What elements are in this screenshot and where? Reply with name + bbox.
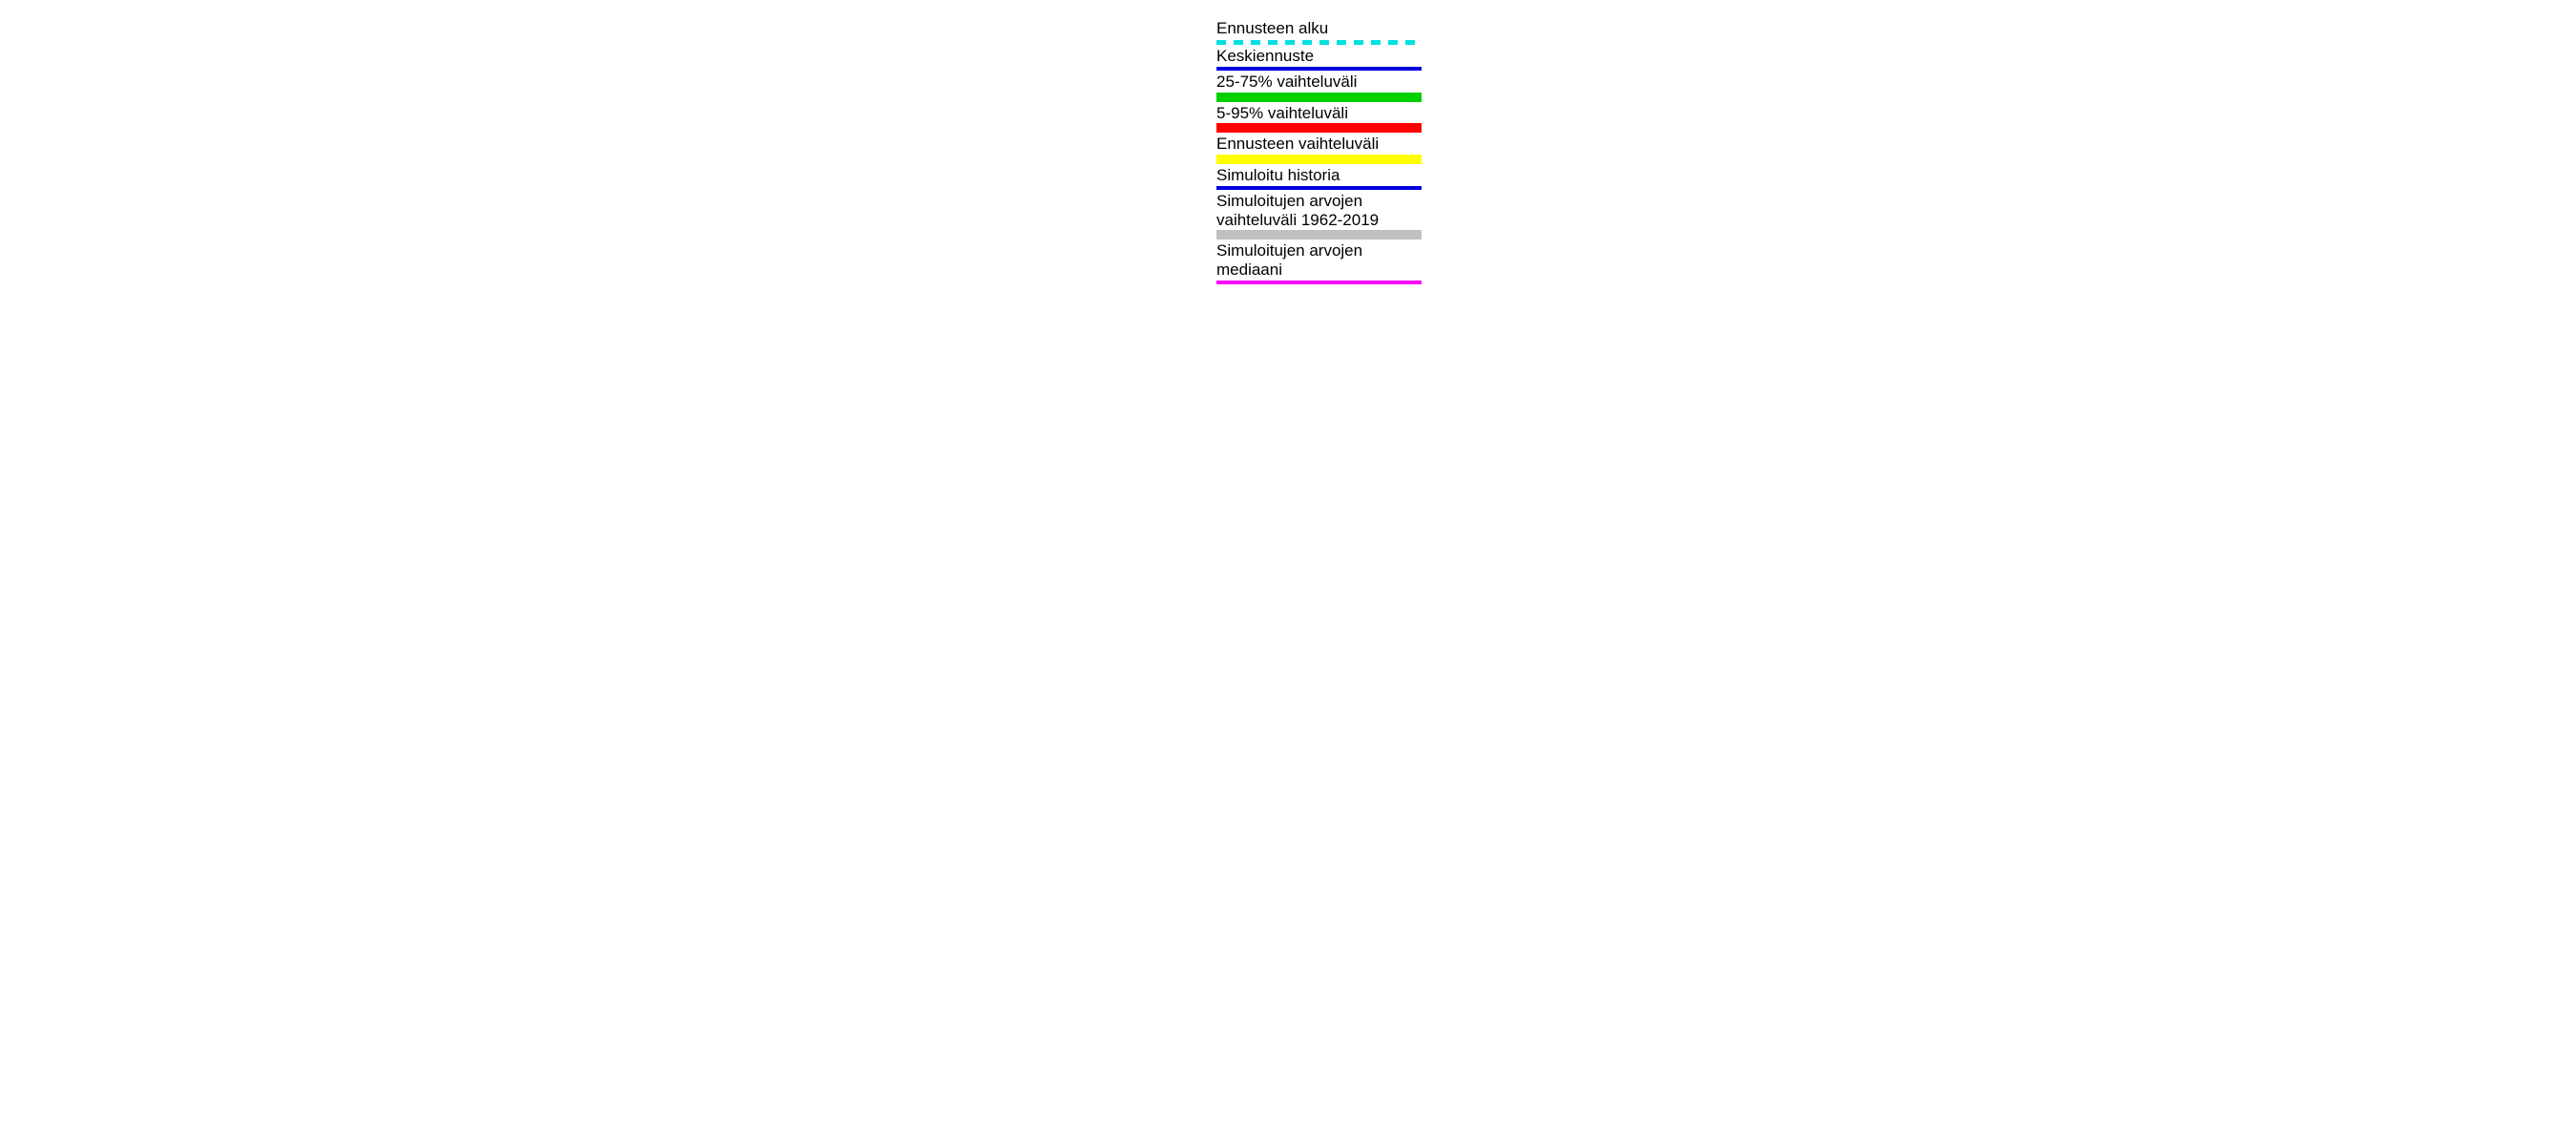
legend-label: Simuloitujen arvojen vaihteluväli 1962-2… — [1216, 192, 1422, 229]
legend-swatch — [1216, 281, 1422, 284]
legend-swatch — [1216, 93, 1422, 102]
legend: Ennusteen alku Keskiennuste 25-75% vaihtel… — [1216, 19, 1422, 286]
chart-container: Ennusteen alku Keskiennuste 25-75% vaihtel… — [0, 0, 1431, 636]
legend-label: Keskiennuste — [1216, 47, 1422, 66]
legend-item: Simuloitujen arvojen vaihteluväli 1962-2… — [1216, 192, 1422, 239]
legend-swatch — [1216, 230, 1422, 239]
legend-label: Ennusteen vaihteluväli — [1216, 135, 1422, 154]
legend-item: Ennusteen alku — [1216, 19, 1422, 45]
legend-item: Ennusteen vaihteluväli — [1216, 135, 1422, 164]
legend-label: Simuloitujen arvojen mediaani — [1216, 241, 1422, 279]
legend-item: Keskiennuste — [1216, 47, 1422, 72]
legend-label: 5-95% vaihteluväli — [1216, 104, 1422, 123]
legend-item: 5-95% vaihteluväli — [1216, 104, 1422, 134]
legend-swatch — [1216, 40, 1422, 45]
legend-item: Simuloitujen arvojen mediaani — [1216, 241, 1422, 284]
legend-swatch — [1216, 155, 1422, 164]
legend-label: Simuloitu historia — [1216, 166, 1422, 185]
legend-item: Simuloitu historia — [1216, 166, 1422, 191]
legend-swatch — [1216, 123, 1422, 133]
legend-swatch — [1216, 67, 1422, 71]
legend-label: Ennusteen alku — [1216, 19, 1422, 38]
legend-swatch — [1216, 186, 1422, 190]
legend-item: 25-75% vaihteluväli — [1216, 73, 1422, 102]
legend-label: 25-75% vaihteluväli — [1216, 73, 1422, 92]
